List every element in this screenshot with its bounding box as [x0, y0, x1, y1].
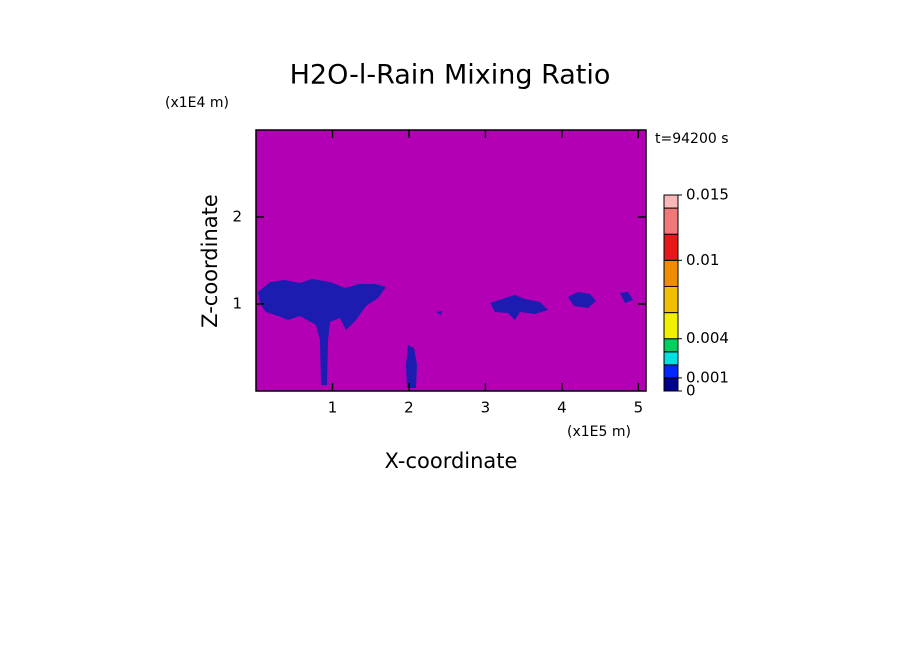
- colorbar-tick-label: 0.001: [686, 368, 729, 386]
- x-tick-label: 3: [481, 399, 491, 417]
- colorbar-box: [663, 312, 679, 340]
- colorbar-tick-label: 0.01: [686, 251, 719, 269]
- y-axis-label: Z-coordinate: [198, 194, 222, 328]
- y-tick-label: 1: [232, 295, 242, 313]
- x-tick-label: 5: [634, 399, 644, 417]
- colorbar-box: [663, 285, 679, 314]
- colorbar-box: [663, 194, 679, 209]
- colorbar-box: [663, 207, 679, 235]
- x-unit: (x1E5 m): [567, 424, 631, 440]
- plot-area: [256, 130, 646, 391]
- colorbar-tick-label: 0: [686, 382, 696, 400]
- chart-title: H2O-l-Rain Mixing Ratio: [290, 60, 611, 91]
- x-tick-label: 4: [557, 399, 567, 417]
- y-unit: (x1E4 m): [165, 95, 229, 111]
- colorbar-box: [663, 351, 679, 366]
- plot-frame: [255, 129, 647, 392]
- colorbar-box: [663, 233, 679, 261]
- y-tick-label: 2: [232, 208, 242, 226]
- colorbar-tick-label: 0.015: [686, 186, 729, 204]
- colorbar-tick-label: 0.004: [686, 329, 729, 347]
- colorbar-box: [663, 259, 679, 287]
- colorbar-box: [663, 338, 679, 353]
- colorbar-box: [663, 377, 679, 392]
- colorbar-box: [663, 364, 679, 379]
- x-tick-label: 2: [404, 399, 414, 417]
- x-tick-label: 1: [328, 399, 338, 417]
- time-annotation: t=94200 s: [655, 131, 729, 147]
- rain-regions: [258, 279, 633, 388]
- x-axis-label: X-coordinate: [385, 449, 518, 473]
